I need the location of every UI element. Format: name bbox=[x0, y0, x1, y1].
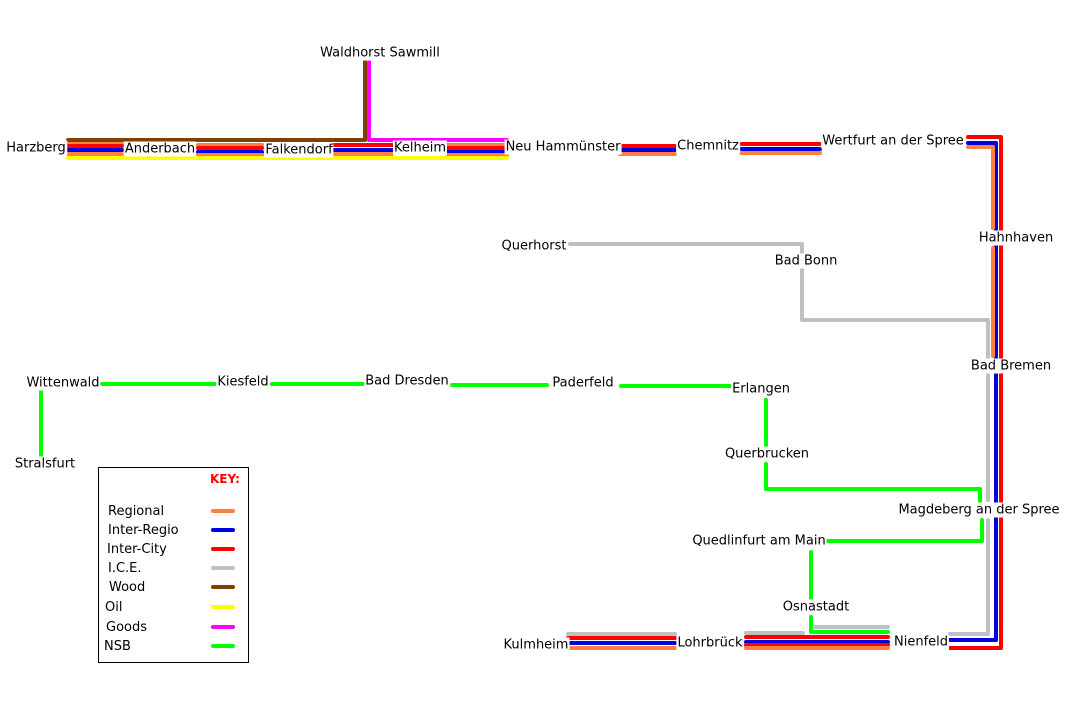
legend-label: Wood bbox=[109, 580, 146, 595]
legend-label: Regional bbox=[108, 504, 165, 519]
station-lohrbruck: Lohrbrück bbox=[676, 635, 744, 651]
track-i-c-e bbox=[568, 242, 804, 254]
station-chemnitz: Chemnitz bbox=[676, 138, 740, 154]
station-falkendorf: Falkendorf bbox=[264, 142, 334, 158]
legend-label: Goods bbox=[106, 620, 148, 635]
station-anderbach: Anderbach bbox=[123, 141, 197, 157]
track-nsb bbox=[826, 518, 984, 543]
station-bad-bremen: Bad Bremen bbox=[969, 358, 1053, 374]
station-paderfeld: Paderfeld bbox=[551, 375, 615, 391]
station-harzberg: Harzberg bbox=[5, 140, 67, 156]
track-regional bbox=[966, 145, 995, 230]
map-legend: KEY: Regional Inter-Regio Inter-City I.C… bbox=[98, 467, 249, 663]
legend-swatch-nsb bbox=[211, 644, 235, 648]
legend-item-regional: Regional bbox=[99, 503, 248, 521]
station-stralsfurt: Stralsfurt bbox=[13, 456, 77, 472]
station-bad-dresden: Bad Dresden bbox=[364, 373, 450, 389]
station-querbrucken: Querbrucken bbox=[723, 446, 811, 462]
station-kelheim: Kelheim bbox=[393, 140, 447, 156]
legend-swatch-regional bbox=[211, 509, 235, 513]
station-nienfeld: Nienfeld bbox=[892, 634, 950, 650]
station-kulmheim: Kulmheim bbox=[502, 637, 570, 653]
station-osnastadt: Osnastadt bbox=[781, 599, 851, 615]
legend-item-wood: Wood bbox=[99, 579, 248, 597]
track-goods bbox=[367, 60, 509, 142]
station-quedlinfurt: Quedlinfurt am Main bbox=[691, 533, 827, 549]
station-querhorst: Querhorst bbox=[500, 238, 568, 254]
track-nsb bbox=[764, 462, 982, 504]
station-bad-bonn: Bad Bonn bbox=[773, 253, 839, 269]
station-magdeberg: Magdeberg an der Spree bbox=[897, 502, 1061, 518]
legend-item-nsb: NSB bbox=[99, 638, 248, 656]
station-kiesfeld: Kiesfeld bbox=[216, 374, 270, 390]
legend-label: Inter-City bbox=[107, 542, 167, 557]
track-nsb bbox=[809, 615, 890, 634]
legend-item-goods: Goods bbox=[99, 619, 248, 637]
legend-title: KEY: bbox=[210, 472, 240, 486]
legend-label: Inter-Regio bbox=[108, 523, 179, 538]
legend-item-inter-city: Inter-City bbox=[99, 541, 248, 559]
legend-swatch-inter-regio bbox=[211, 528, 235, 532]
legend-label: Oil bbox=[105, 600, 123, 615]
track-inter-city bbox=[948, 135, 1003, 650]
track-inter-regio bbox=[948, 141, 998, 642]
legend-swatch-oil bbox=[211, 605, 235, 609]
legend-item-oil: Oil bbox=[99, 599, 248, 617]
track-i-c-e bbox=[948, 518, 990, 636]
track-i-c-e bbox=[800, 268, 990, 322]
legend-swatch-wood bbox=[211, 585, 235, 589]
legend-item-inter-regio: Inter-Regio bbox=[99, 522, 248, 540]
legend-swatch-inter-city bbox=[211, 547, 235, 551]
station-wittenwald: Wittenwald bbox=[25, 375, 101, 391]
legend-label: NSB bbox=[104, 639, 131, 654]
legend-swatch-goods bbox=[211, 625, 235, 629]
legend-swatch-ice bbox=[211, 566, 235, 570]
station-neu-hammunster: Neu Hammünster bbox=[504, 139, 622, 155]
station-wertfurt: Wertfurt an der Spree bbox=[821, 133, 965, 149]
legend-label: I.C.E. bbox=[108, 561, 142, 576]
station-waldhorst-sawmill: Waldhorst Sawmill bbox=[319, 45, 441, 61]
station-hahnhaven: Hahnhaven bbox=[977, 230, 1055, 246]
station-erlangen: Erlangen bbox=[731, 381, 791, 397]
legend-item-ice: I.C.E. bbox=[99, 560, 248, 578]
